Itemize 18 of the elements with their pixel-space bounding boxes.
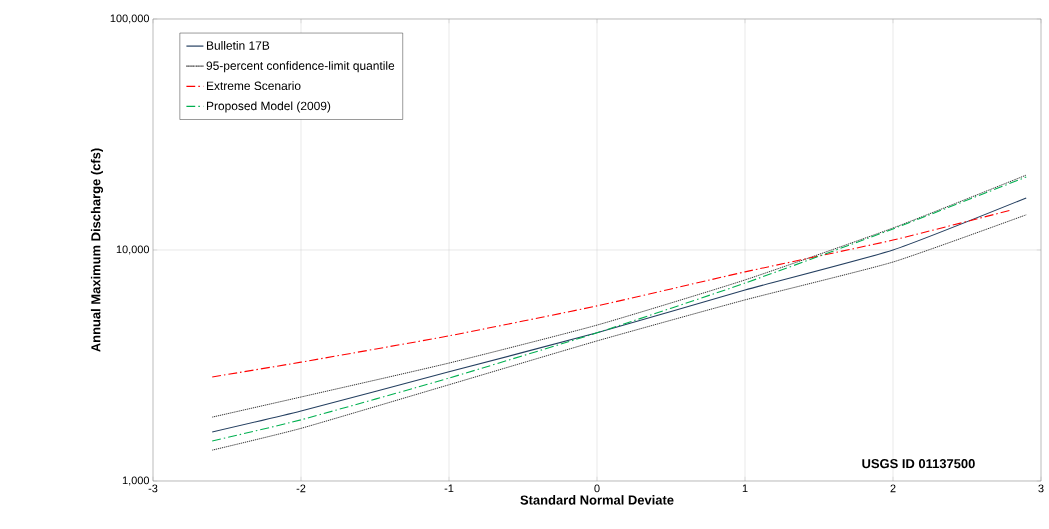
y-axis-title: Annual Maximum Discharge (cfs): [90, 148, 104, 352]
legend-label: Proposed Model (2009): [207, 101, 331, 113]
x-tick-label: 1: [742, 484, 748, 493]
legend-label: Bulletin 17B: [207, 41, 270, 50]
line-series: [211, 209, 1012, 378]
x-tick-label: 2: [890, 484, 896, 493]
y-tick-label: 1,000: [122, 476, 150, 486]
x-tick-label: -1: [444, 484, 454, 493]
x-tick-label: -2: [296, 484, 306, 493]
x-tick-label: 3: [1038, 484, 1044, 493]
x-tick-label: 0: [594, 484, 600, 493]
legend-label: Extreme Scenario: [207, 81, 301, 91]
x-tick-label: -3: [148, 484, 158, 493]
x-axis-title: Standard Normal Deviate: [520, 495, 674, 505]
y-tick-label: 100,000: [110, 14, 150, 24]
y-tick-label: 10,000: [116, 245, 150, 255]
annotation: USGS ID 01137500: [862, 459, 975, 469]
legend-label: 95-percent confidence-limit quantile: [206, 61, 395, 73]
